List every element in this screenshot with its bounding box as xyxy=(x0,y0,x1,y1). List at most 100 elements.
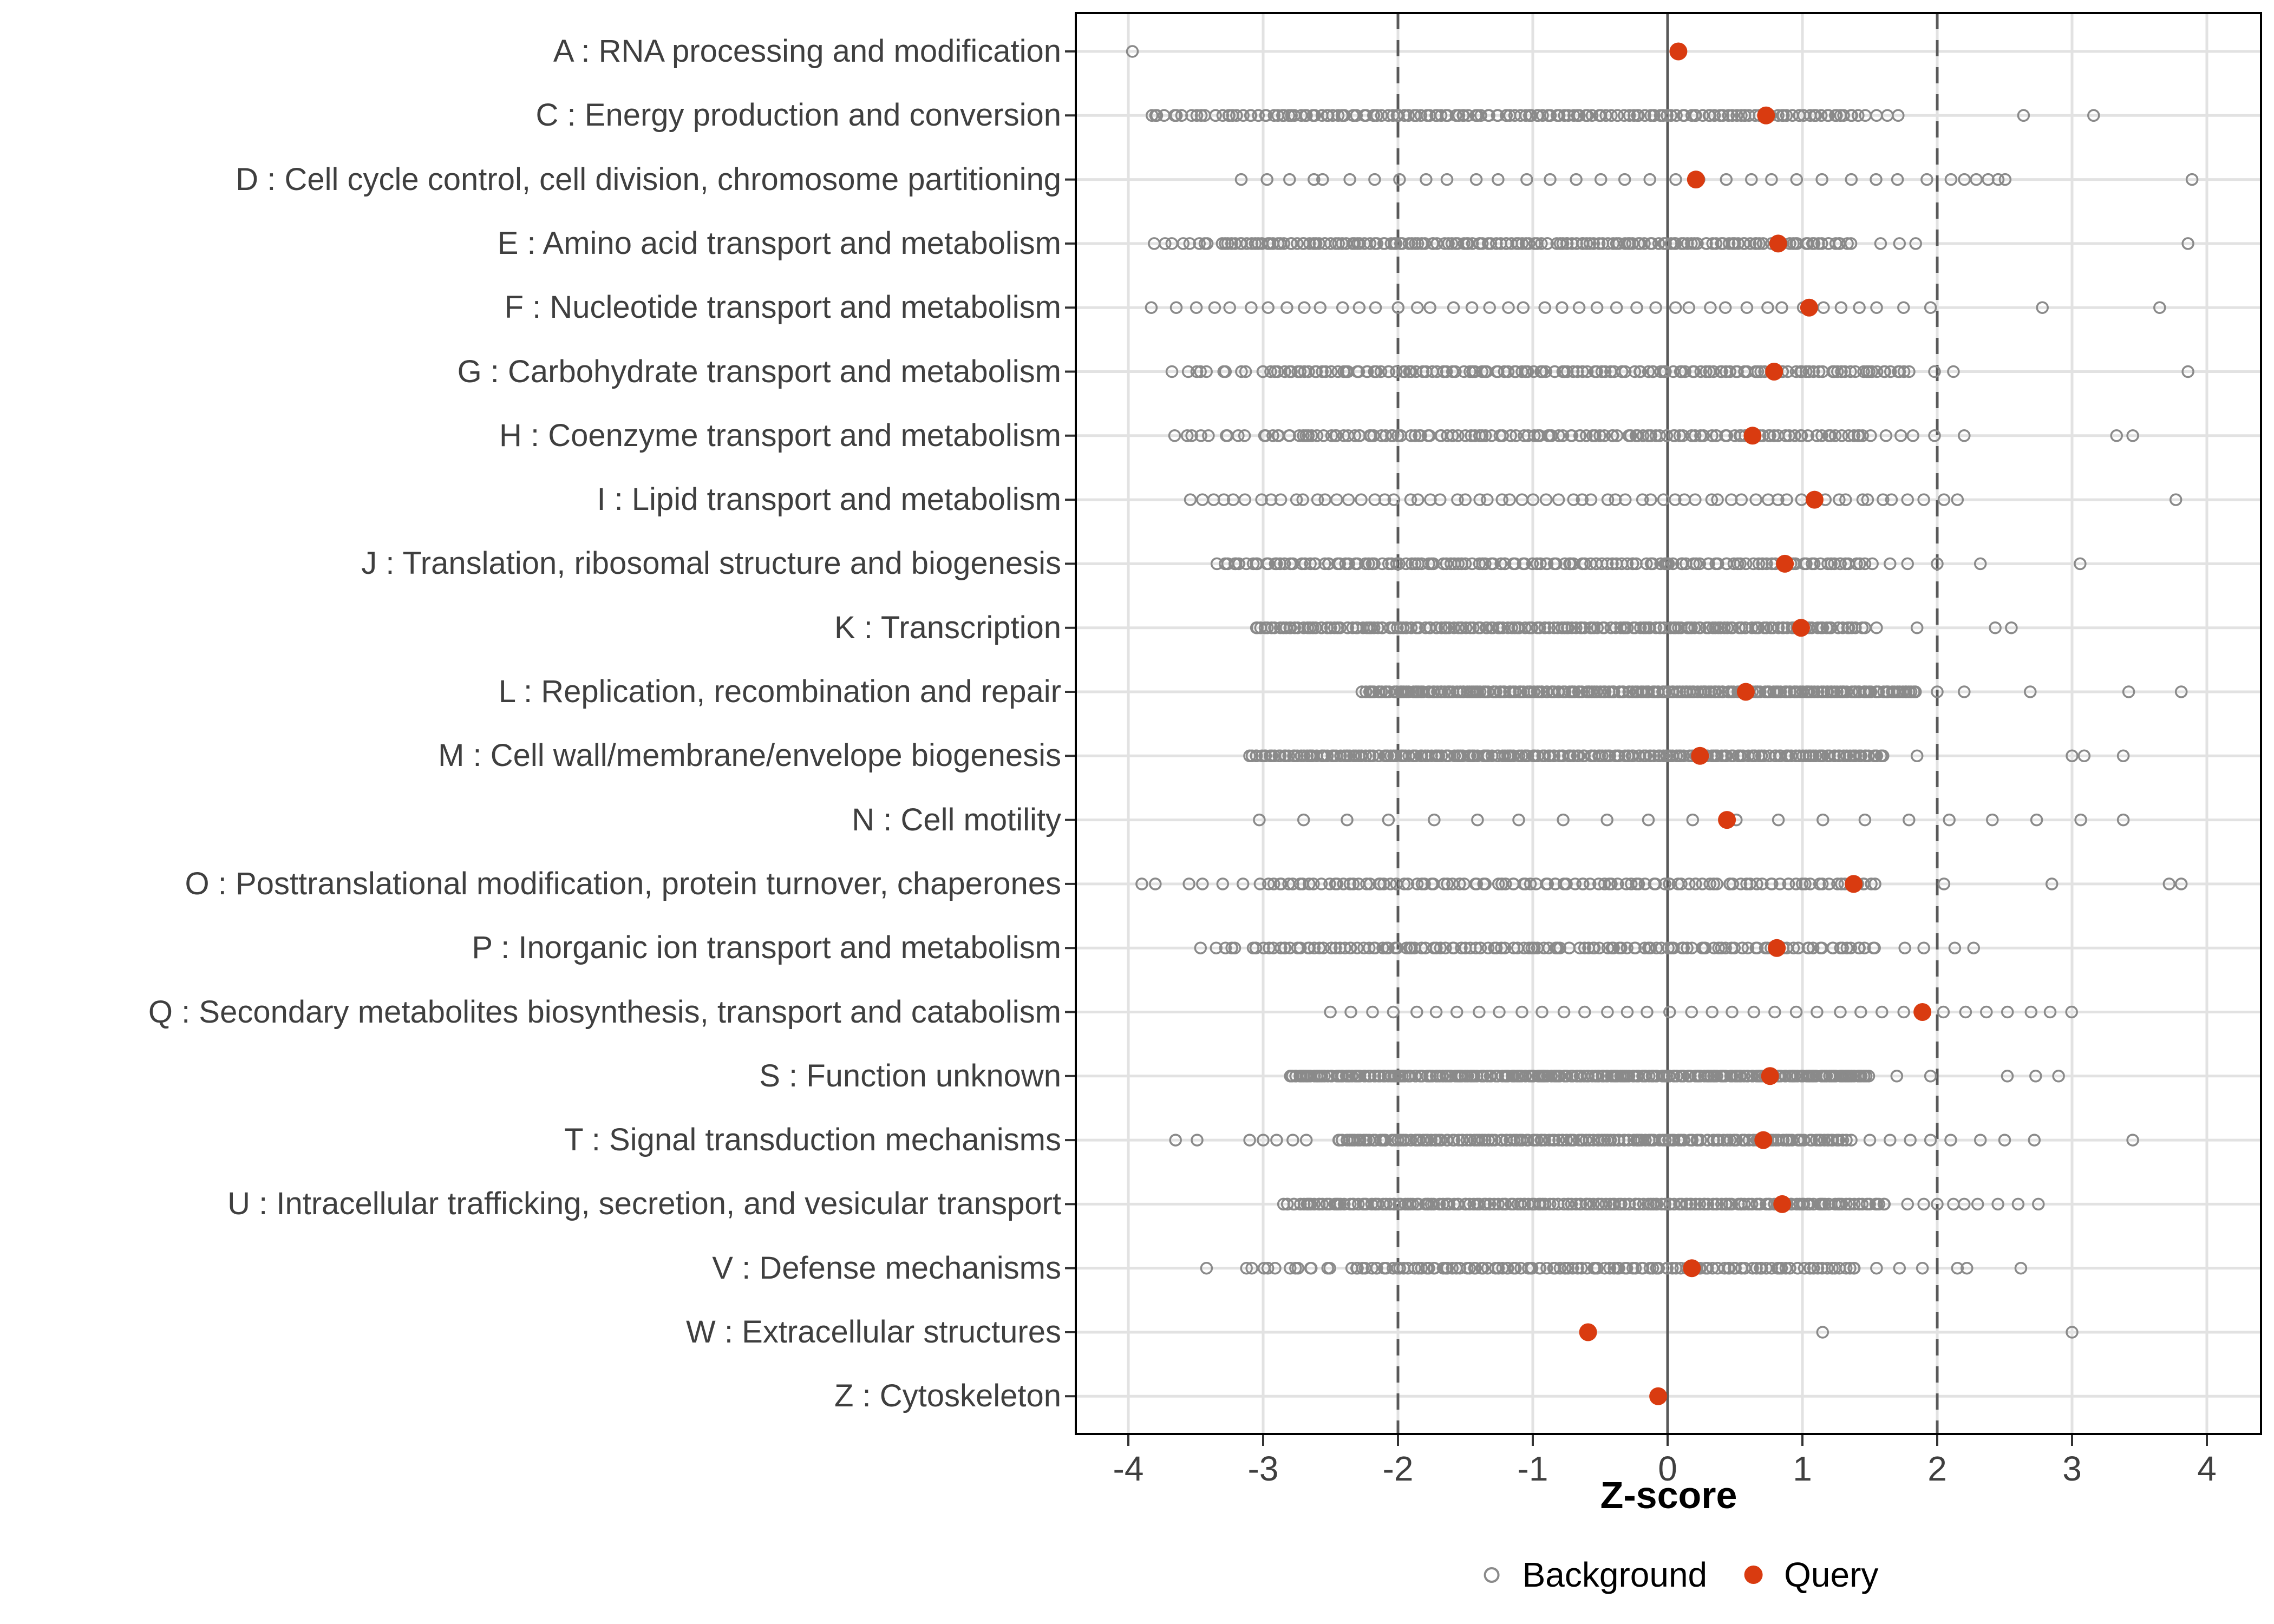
y-axis-label-O: O : Posttranslational modification, prot… xyxy=(185,866,1061,901)
background-point xyxy=(1361,365,1374,378)
background-point xyxy=(1592,237,1606,250)
background-point xyxy=(1194,109,1208,122)
background-point xyxy=(1710,1197,1723,1211)
background-point xyxy=(2181,237,2194,250)
background-point xyxy=(1854,1005,1867,1019)
background-point xyxy=(1991,173,2005,186)
background-point xyxy=(1235,365,1248,378)
background-point xyxy=(1302,429,1315,442)
background-point xyxy=(1775,301,1788,314)
background-point xyxy=(1342,493,1355,506)
background-point xyxy=(1612,1134,1626,1147)
background-point xyxy=(2001,1070,2014,1083)
background-point xyxy=(1704,301,1717,314)
background-point xyxy=(1947,365,1960,378)
background-point xyxy=(1644,749,1657,763)
background-point xyxy=(1831,685,1844,698)
background-point xyxy=(1876,1005,1889,1019)
background-point xyxy=(1492,173,1505,186)
background-point xyxy=(1779,1070,1792,1083)
background-point xyxy=(1844,237,1858,250)
background-point xyxy=(1266,429,1279,442)
y-axis-label-H: H : Coenzyme transport and metabolism xyxy=(499,417,1061,453)
background-point xyxy=(1264,365,1277,378)
background-point xyxy=(1463,1197,1476,1211)
background-point xyxy=(1374,365,1388,378)
background-point xyxy=(1752,621,1765,634)
y-axis-label-P: P : Inorganic ion transport and metaboli… xyxy=(472,930,1061,966)
background-point xyxy=(1611,878,1624,890)
background-point xyxy=(1649,878,1662,890)
background-point xyxy=(1364,1070,1377,1083)
background-point xyxy=(1619,493,1632,506)
background-point xyxy=(1232,557,1245,571)
background-point xyxy=(1663,1070,1676,1083)
background-point xyxy=(1782,878,1795,890)
background-point xyxy=(1872,685,1885,698)
legend: Background Query xyxy=(1484,1555,1878,1595)
background-point xyxy=(1332,237,1345,250)
background-point xyxy=(1245,749,1259,763)
background-point xyxy=(1845,173,1858,186)
background-point xyxy=(1556,301,1569,314)
background-point xyxy=(1476,1070,1490,1083)
background-point xyxy=(1401,878,1415,890)
background-point xyxy=(1795,429,1808,442)
background-point xyxy=(1986,813,1999,827)
background-point xyxy=(1809,109,1822,122)
background-point xyxy=(2032,1197,2045,1211)
query-point xyxy=(1776,554,1794,573)
background-point xyxy=(1194,365,1207,378)
background-point xyxy=(2162,878,2176,890)
background-point xyxy=(1535,1005,1548,1019)
background-point xyxy=(1603,878,1616,890)
background-point xyxy=(1948,941,1962,954)
background-point xyxy=(1169,301,1183,314)
background-point xyxy=(1738,1134,1751,1147)
background-point xyxy=(1465,301,1479,314)
background-point xyxy=(2024,1005,2038,1019)
background-point xyxy=(1836,1134,1850,1147)
query-point xyxy=(1845,875,1863,893)
background-point xyxy=(1329,429,1342,442)
background-point xyxy=(1598,685,1612,698)
background-point xyxy=(1467,621,1480,634)
background-point xyxy=(1482,1134,1495,1147)
background-point xyxy=(2174,685,2188,698)
background-point xyxy=(1749,493,1762,506)
background-point xyxy=(1278,941,1291,954)
background-point xyxy=(1837,109,1850,122)
background-point xyxy=(1774,685,1787,698)
background-point xyxy=(2043,1005,2057,1019)
background-point xyxy=(1862,1070,1876,1083)
background-point xyxy=(1748,749,1762,763)
background-point xyxy=(1710,1070,1723,1083)
background-point xyxy=(1360,685,1373,698)
background-point xyxy=(1680,1197,1694,1211)
background-point xyxy=(1315,878,1328,890)
background-point xyxy=(2181,365,2194,378)
background-point xyxy=(1293,365,1307,378)
y-axis-label-J: J : Translation, ribosomal structure and… xyxy=(361,546,1061,581)
background-point xyxy=(1585,109,1599,122)
background-point xyxy=(1552,493,1565,506)
background-point xyxy=(1745,1197,1759,1211)
background-point xyxy=(1571,1261,1584,1275)
background-point xyxy=(1513,621,1526,634)
background-point xyxy=(1354,1134,1367,1147)
background-point xyxy=(1761,301,1774,314)
background-point xyxy=(1446,429,1459,442)
background-point xyxy=(1508,685,1522,698)
background-point xyxy=(1610,301,1623,314)
background-point xyxy=(1642,365,1655,378)
background-point xyxy=(1803,878,1817,890)
background-point xyxy=(1970,173,1983,186)
background-point xyxy=(1807,557,1821,571)
background-point xyxy=(1240,1261,1253,1275)
background-point xyxy=(1622,1070,1636,1083)
background-point xyxy=(1780,493,1793,506)
background-point xyxy=(1430,365,1443,378)
background-point xyxy=(1693,557,1707,571)
background-point xyxy=(1741,941,1755,954)
background-point xyxy=(1537,941,1551,954)
